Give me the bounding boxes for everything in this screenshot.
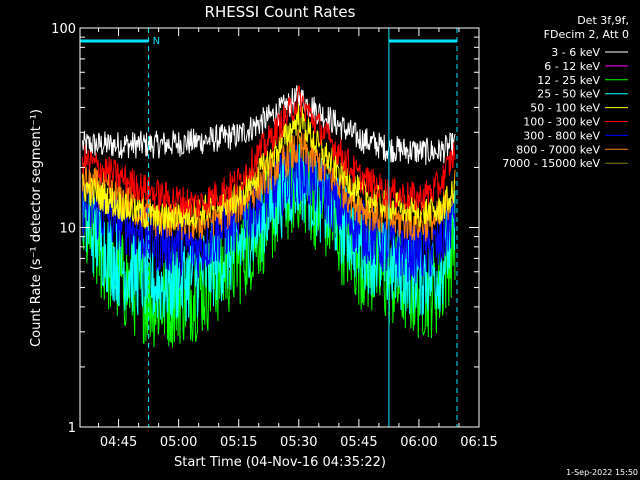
legend-entry-label: 7000 - 15000 keV	[502, 157, 600, 170]
series-line-800-7000-kev	[82, 129, 456, 242]
series-layer	[82, 85, 456, 348]
legend-header-line-2: FDecim 2, Att 0	[544, 28, 629, 41]
x-tick-label: 04:45	[100, 435, 137, 450]
series-line-50-100-kev	[82, 103, 456, 234]
x-tick-label: 06:15	[460, 435, 497, 450]
legend-entry-label: 50 - 100 keV	[530, 102, 600, 115]
x-tick-label: 06:00	[400, 435, 437, 450]
legend-entry-label: 25 - 50 keV	[537, 88, 600, 101]
y-axis-label: Count Rate (s⁻¹ detector segment⁻¹)	[29, 109, 44, 347]
legend-header-line-1: Det 3f,9f,	[577, 14, 629, 27]
y-tick-label: 100	[51, 22, 76, 37]
x-tick-label: 05:30	[280, 435, 317, 450]
chart-title: RHESSI Count Rates	[205, 3, 356, 21]
axes-layer: 1 10 100 04:45 05:00 05:15 05:30 05:45 06:00 06:1…	[51, 22, 498, 450]
series-line-3-6-kev	[82, 85, 456, 166]
x-tick-label: 05:00	[160, 435, 197, 450]
x-axis-label: Start Time (04-Nov-16 04:35:22)	[174, 455, 386, 470]
legend-entry-label: 800 - 7000 keV	[516, 143, 600, 156]
x-tick-label: 05:15	[220, 435, 257, 450]
x-tick-label: 05:45	[340, 435, 377, 450]
legend-entry-label: 300 - 800 keV	[523, 129, 600, 142]
y-tick-label: 1	[68, 421, 76, 436]
legend-entry-label: 100 - 300 keV	[523, 116, 600, 129]
legend-entry-label: 12 - 25 keV	[537, 74, 600, 87]
interval-bar-label: N	[153, 36, 160, 47]
legend-entry-label: 3 - 6 keV	[551, 46, 600, 59]
footer-timestamp: 1-Sep-2022 15:50	[566, 468, 638, 477]
series-line-100-300-kev	[82, 85, 456, 218]
legend-entry-label: 6 - 12 keV	[544, 60, 600, 73]
y-tick-label: 10	[59, 222, 76, 237]
